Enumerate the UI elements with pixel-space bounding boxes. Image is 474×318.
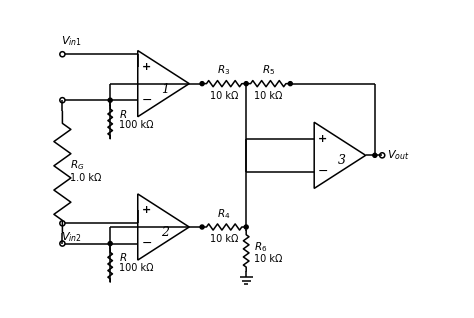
Text: $R_G$: $R_G$ (71, 158, 85, 172)
Text: $V_{in1}$: $V_{in1}$ (61, 34, 82, 48)
Text: $V_{out}$: $V_{out}$ (387, 149, 409, 162)
Text: 3: 3 (338, 154, 346, 167)
Text: 100 kΩ: 100 kΩ (119, 120, 154, 130)
Circle shape (108, 242, 112, 245)
Text: 10 kΩ: 10 kΩ (254, 91, 283, 101)
Circle shape (288, 82, 292, 86)
Text: +: + (141, 62, 151, 72)
Text: 10 kΩ: 10 kΩ (210, 234, 238, 244)
Text: 2: 2 (161, 226, 169, 239)
Text: $R_3$: $R_3$ (218, 64, 231, 77)
Circle shape (373, 153, 377, 157)
Text: −: − (141, 237, 152, 250)
Text: $R$: $R$ (119, 107, 128, 120)
Text: $R_4$: $R_4$ (218, 207, 231, 221)
Text: 1.0 kΩ: 1.0 kΩ (71, 174, 102, 183)
Text: 10 kΩ: 10 kΩ (210, 91, 238, 101)
Text: +: + (318, 134, 327, 144)
Text: −: − (318, 165, 328, 178)
Text: +: + (141, 205, 151, 216)
Circle shape (244, 225, 248, 229)
Text: $R_5$: $R_5$ (262, 64, 275, 77)
Circle shape (244, 82, 248, 86)
Circle shape (108, 98, 112, 102)
Text: 100 kΩ: 100 kΩ (119, 263, 154, 273)
Circle shape (200, 82, 204, 86)
Text: $R$: $R$ (119, 251, 128, 263)
Text: 1: 1 (161, 83, 169, 96)
Text: 10 kΩ: 10 kΩ (254, 254, 282, 264)
Text: $V_{in2}$: $V_{in2}$ (61, 230, 82, 244)
Text: $R_6$: $R_6$ (254, 240, 267, 254)
Circle shape (200, 225, 204, 229)
Text: −: − (141, 94, 152, 107)
